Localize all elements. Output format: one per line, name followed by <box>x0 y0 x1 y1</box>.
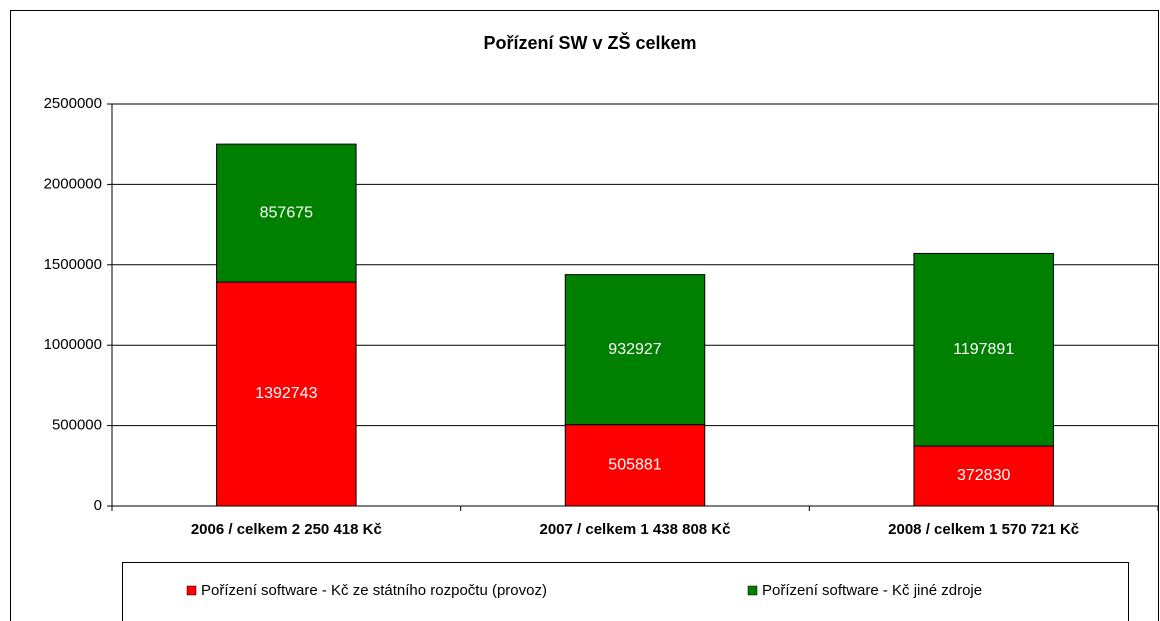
legend-swatch <box>747 585 758 596</box>
bar-segment <box>216 143 357 283</box>
y-tick-label: 500000 <box>52 417 102 434</box>
data-label: 1197891 <box>953 341 1014 358</box>
y-tick-label: 2500000 <box>44 95 102 112</box>
data-label: 505881 <box>608 457 661 474</box>
legend-label: Pořízení software - Kč ze státního rozpo… <box>201 582 547 599</box>
data-label: 1392743 <box>255 385 317 402</box>
data-label: 372830 <box>957 467 1010 484</box>
y-tick-label: 0 <box>94 497 102 514</box>
chart-title: Pořízení SW v ZŠ celkem <box>483 32 696 53</box>
bar-segment <box>913 445 1054 507</box>
bar-segment <box>564 274 706 426</box>
data-label: 932927 <box>608 341 661 358</box>
legend-label: Pořízení software - Kč jiné zdroje <box>762 582 982 599</box>
x-tick-label: 2007 / celkem 1 438 808 Kč <box>540 521 731 538</box>
bar-segment <box>913 252 1054 447</box>
y-tick-label: 1000000 <box>44 336 102 353</box>
legend-box <box>122 562 1129 621</box>
data-label: 857675 <box>260 204 313 221</box>
x-tick-label: 2008 / celkem 1 570 721 Kč <box>888 521 1079 538</box>
x-tick-label: 2006 / celkem 2 250 418 Kč <box>191 521 382 538</box>
legend-swatch <box>186 585 197 596</box>
y-tick-label: 1500000 <box>44 256 102 273</box>
y-tick-label: 2000000 <box>44 175 102 192</box>
